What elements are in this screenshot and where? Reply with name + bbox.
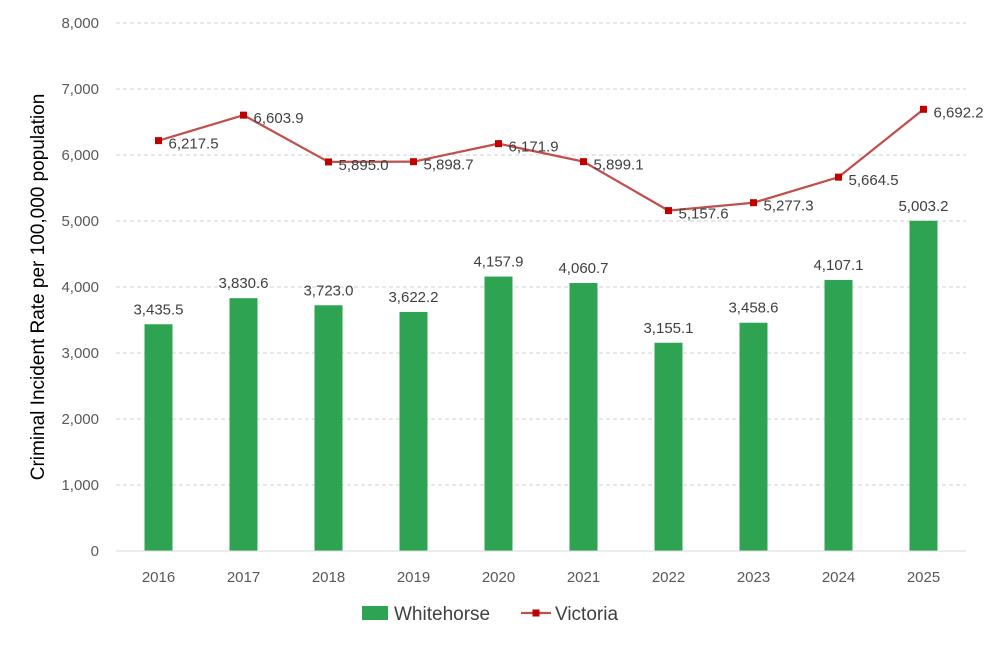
victoria-line	[158, 108, 925, 212]
line-data-label: 5,664.5	[849, 172, 899, 189]
line-data-label: 6,603.9	[254, 110, 304, 127]
bar-data-label: 3,155.1	[643, 320, 693, 337]
victoria-marker-2021	[580, 158, 587, 166]
bar-data-label: 3,723.0	[303, 282, 353, 299]
bar-whitehorse-2023	[739, 322, 768, 551]
victoria-marker-2017	[240, 111, 247, 119]
bar-whitehorse-2019	[399, 311, 428, 551]
whitehorse-bars	[144, 220, 938, 551]
victoria-marker-2022	[665, 207, 672, 215]
line-data-label: 5,895.0	[339, 157, 389, 174]
bar-data-label: 3,830.6	[218, 275, 268, 292]
line-data-label: 5,899.1	[594, 157, 644, 174]
y-tick-label: 4,000	[61, 279, 99, 296]
victoria-line-series	[155, 105, 927, 215]
victoria-marker-2016	[155, 137, 162, 145]
data-labels: 3,435.5 3,830.6 3,723.0 3,622.2 4,157.9 4,060…	[133, 104, 983, 336]
x-tick-label: 2021	[567, 569, 600, 586]
legend-swatch-whitehorse	[362, 606, 388, 620]
legend-swatch-victoria-marker	[532, 609, 540, 617]
y-tick-label: 8,000	[61, 15, 99, 32]
line-data-label: 6,171.9	[509, 139, 559, 156]
x-tick-label: 2025	[907, 569, 940, 586]
bar-whitehorse-2016	[144, 324, 173, 551]
bar-data-label: 3,458.6	[728, 300, 778, 317]
victoria-marker-2024	[835, 173, 842, 181]
line-data-label: 6,217.5	[169, 136, 219, 153]
line-data-label: 5,277.3	[764, 198, 814, 215]
bar-data-label: 4,157.9	[473, 254, 523, 271]
x-tick-label: 2020	[482, 569, 515, 586]
y-tick-label: 3,000	[61, 345, 99, 362]
bar-whitehorse-2017	[229, 298, 258, 551]
line-data-label: 5,898.7	[424, 157, 474, 174]
bar-data-label: 4,107.1	[813, 257, 863, 274]
legend: Whitehorse Victoria	[362, 604, 618, 625]
axes: 0 1,000 2,000 3,000 4,000 5,000 6,000 7,000 8,00…	[61, 15, 966, 586]
y-tick-label: 1,000	[61, 477, 99, 494]
legend-label-whitehorse: Whitehorse	[394, 604, 490, 625]
victoria-marker-2025	[920, 105, 927, 113]
gridlines	[116, 22, 966, 486]
y-tick-label: 2,000	[61, 411, 99, 428]
x-tick-label: 2023	[737, 569, 770, 586]
x-tick-label: 2024	[822, 569, 855, 586]
bar-data-label: 3,622.2	[388, 289, 438, 306]
line-data-label: 6,692.2	[934, 104, 984, 121]
victoria-marker-2020	[495, 140, 502, 148]
y-tick-label: 5,000	[61, 213, 99, 230]
legend-label-victoria: Victoria	[555, 604, 618, 625]
y-tick-label: 7,000	[61, 81, 99, 98]
y-tick-label: 6,000	[61, 147, 99, 164]
y-axis-title: Criminal Incident Rate per 100,000 popul…	[28, 94, 49, 481]
x-tick-label: 2019	[397, 569, 430, 586]
victoria-marker-2018	[325, 158, 332, 166]
bar-whitehorse-2020	[484, 276, 513, 551]
victoria-marker-2019	[410, 158, 417, 166]
bar-whitehorse-2021	[569, 282, 598, 551]
bar-data-label: 4,060.7	[558, 260, 608, 277]
x-tick-label: 2016	[142, 569, 175, 586]
bar-data-label: 3,435.5	[133, 301, 183, 318]
x-tick-label: 2022	[652, 569, 685, 586]
x-tick-label: 2018	[312, 569, 345, 586]
y-tick-label: 0	[91, 543, 99, 560]
bar-whitehorse-2025	[909, 220, 938, 551]
line-data-label: 5,157.6	[679, 206, 729, 223]
victoria-marker-2023	[750, 199, 757, 207]
x-tick-label: 2017	[227, 569, 260, 586]
bar-data-label: 5,003.2	[898, 198, 948, 215]
bar-whitehorse-2018	[314, 305, 343, 551]
bar-whitehorse-2022	[654, 342, 683, 551]
bar-whitehorse-2024	[824, 279, 853, 551]
